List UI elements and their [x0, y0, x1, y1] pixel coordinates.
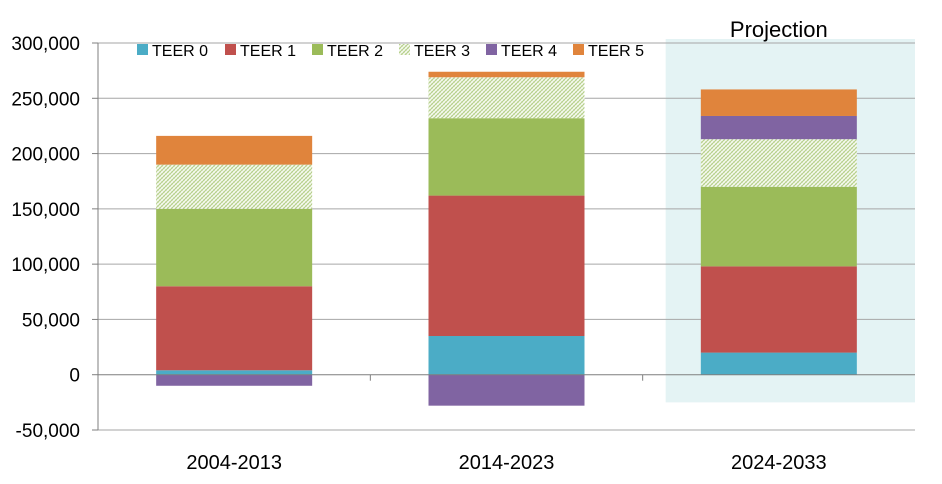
bar-teer-5-2024-2033 [700, 89, 857, 116]
y-tick-label: 50,000 [22, 310, 80, 331]
x-category-label: 2014-2023 [459, 452, 555, 474]
bar-teer-2-2004-2013 [156, 208, 313, 287]
bar-teer-5-2014-2023 [428, 71, 585, 78]
bar-teer-4-2024-2033 [700, 115, 857, 140]
legend-label: TEER 4 [501, 43, 557, 60]
y-tick-label: 300,000 [11, 34, 80, 55]
bar-teer-1-2024-2033 [700, 266, 857, 353]
legend-label: TEER 3 [414, 43, 470, 60]
bar-teer-3-2014-2023 [428, 77, 585, 119]
legend-label: TEER 5 [588, 43, 644, 60]
legend-swatch [486, 44, 497, 55]
bar-teer-2-2024-2033 [700, 186, 857, 267]
projection-label: Projection [730, 17, 828, 42]
legend: TEER 0 TEER 1 TEER 2 TEER 3 TEER 4 TEER 5 [137, 43, 644, 60]
legend-swatch [137, 44, 148, 55]
bar-teer-3-2004-2013 [156, 164, 313, 209]
legend-label: TEER 1 [240, 43, 296, 60]
bar-teer-4-2004-2013 [156, 374, 313, 386]
x-category-labels: 2004-2013 2014-2023 2024-2033 [186, 452, 826, 474]
legend-swatch [225, 44, 236, 55]
y-tick-label: 0 [69, 366, 80, 387]
y-tick-label: 200,000 [11, 145, 80, 166]
bar-teer-4-2014-2023 [428, 374, 585, 406]
bar-teer-3-2024-2033 [700, 139, 857, 187]
legend-label: TEER 0 [152, 43, 208, 60]
y-tick-label: 250,000 [11, 89, 80, 110]
bar-teer-2-2014-2023 [428, 118, 585, 196]
legend-swatch [399, 44, 410, 55]
axes [92, 42, 915, 431]
bar-teer-0-2014-2023 [428, 336, 585, 375]
bar-teer-0-2004-2013 [156, 370, 313, 375]
y-tick-label: 150,000 [11, 200, 80, 221]
bar-teer-0-2024-2033 [700, 352, 857, 375]
y-tick-labels: 300,000 250,000 200,000 150,000 100,000 50,00… [11, 34, 80, 442]
legend-swatch [573, 44, 584, 55]
y-tick-label: -50,000 [16, 421, 80, 442]
bar-teer-1-2004-2013 [156, 286, 313, 371]
x-category-label: 2024-2033 [731, 452, 827, 474]
legend-swatch [312, 44, 323, 55]
bars [156, 71, 857, 406]
bar-teer-5-2004-2013 [156, 135, 313, 165]
bar-teer-1-2014-2023 [428, 195, 585, 337]
x-category-label: 2004-2013 [186, 452, 282, 474]
y-tick-label: 100,000 [11, 255, 80, 276]
legend-label: TEER 2 [327, 43, 383, 60]
